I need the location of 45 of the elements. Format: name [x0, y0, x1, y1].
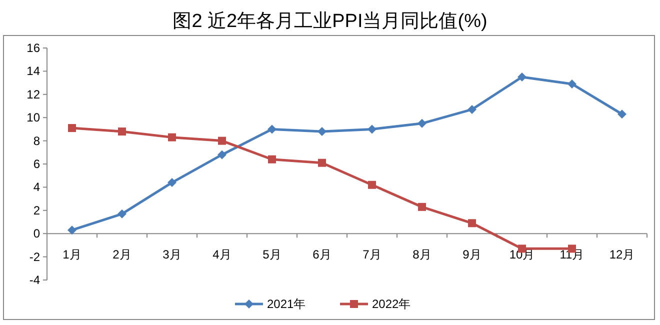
- point: [468, 219, 476, 228]
- y-tick-label: 16: [26, 41, 40, 55]
- y-tick-label: 6: [33, 157, 40, 171]
- y-tick-label: 0: [33, 226, 40, 241]
- y-tick-label: 12: [26, 87, 40, 102]
- point: [568, 79, 576, 88]
- y-tick-label: 14: [26, 64, 40, 78]
- legend-label: 2022年: [372, 297, 411, 311]
- point: [268, 155, 276, 164]
- point: [418, 202, 426, 211]
- y-tick-label: 10: [26, 110, 40, 125]
- x-tick-label: 3月: [162, 248, 182, 262]
- point: [168, 133, 176, 142]
- point: [618, 110, 626, 119]
- y-tick-label: 8: [33, 134, 40, 148]
- x-tick-label: 6月: [312, 248, 332, 262]
- y-tick-label: -4: [29, 273, 40, 287]
- x-tick-label: 4月: [212, 248, 232, 262]
- point: [118, 209, 126, 218]
- x-tick-label: 2月: [112, 248, 132, 262]
- point: [68, 124, 76, 132]
- point: [368, 124, 376, 134]
- point: [218, 150, 226, 160]
- point: [268, 124, 276, 134]
- point: [168, 178, 176, 188]
- x-tick-label: 12月: [609, 248, 635, 262]
- point: [418, 118, 426, 128]
- y-tick-label: -2: [29, 250, 40, 264]
- point: [318, 158, 326, 167]
- y-tick-label: 2: [33, 203, 40, 218]
- point: [68, 226, 76, 235]
- x-tick-label: 1月: [62, 248, 82, 262]
- point: [468, 104, 476, 114]
- legend-label: 2021年: [267, 297, 306, 311]
- x-tick-label: 7月: [362, 248, 382, 262]
- point: [118, 128, 126, 136]
- point: [218, 136, 226, 145]
- chart-title: 图2 近2年各月工业PPI当月同比值(%): [172, 11, 488, 32]
- point: [368, 180, 376, 189]
- x-tick-label: 9月: [462, 248, 482, 262]
- x-tick-label: 8月: [412, 248, 432, 262]
- point: [318, 127, 326, 136]
- x-tick-label: 5月: [262, 248, 282, 262]
- y-tick-label: 4: [33, 180, 40, 194]
- point: [518, 72, 526, 82]
